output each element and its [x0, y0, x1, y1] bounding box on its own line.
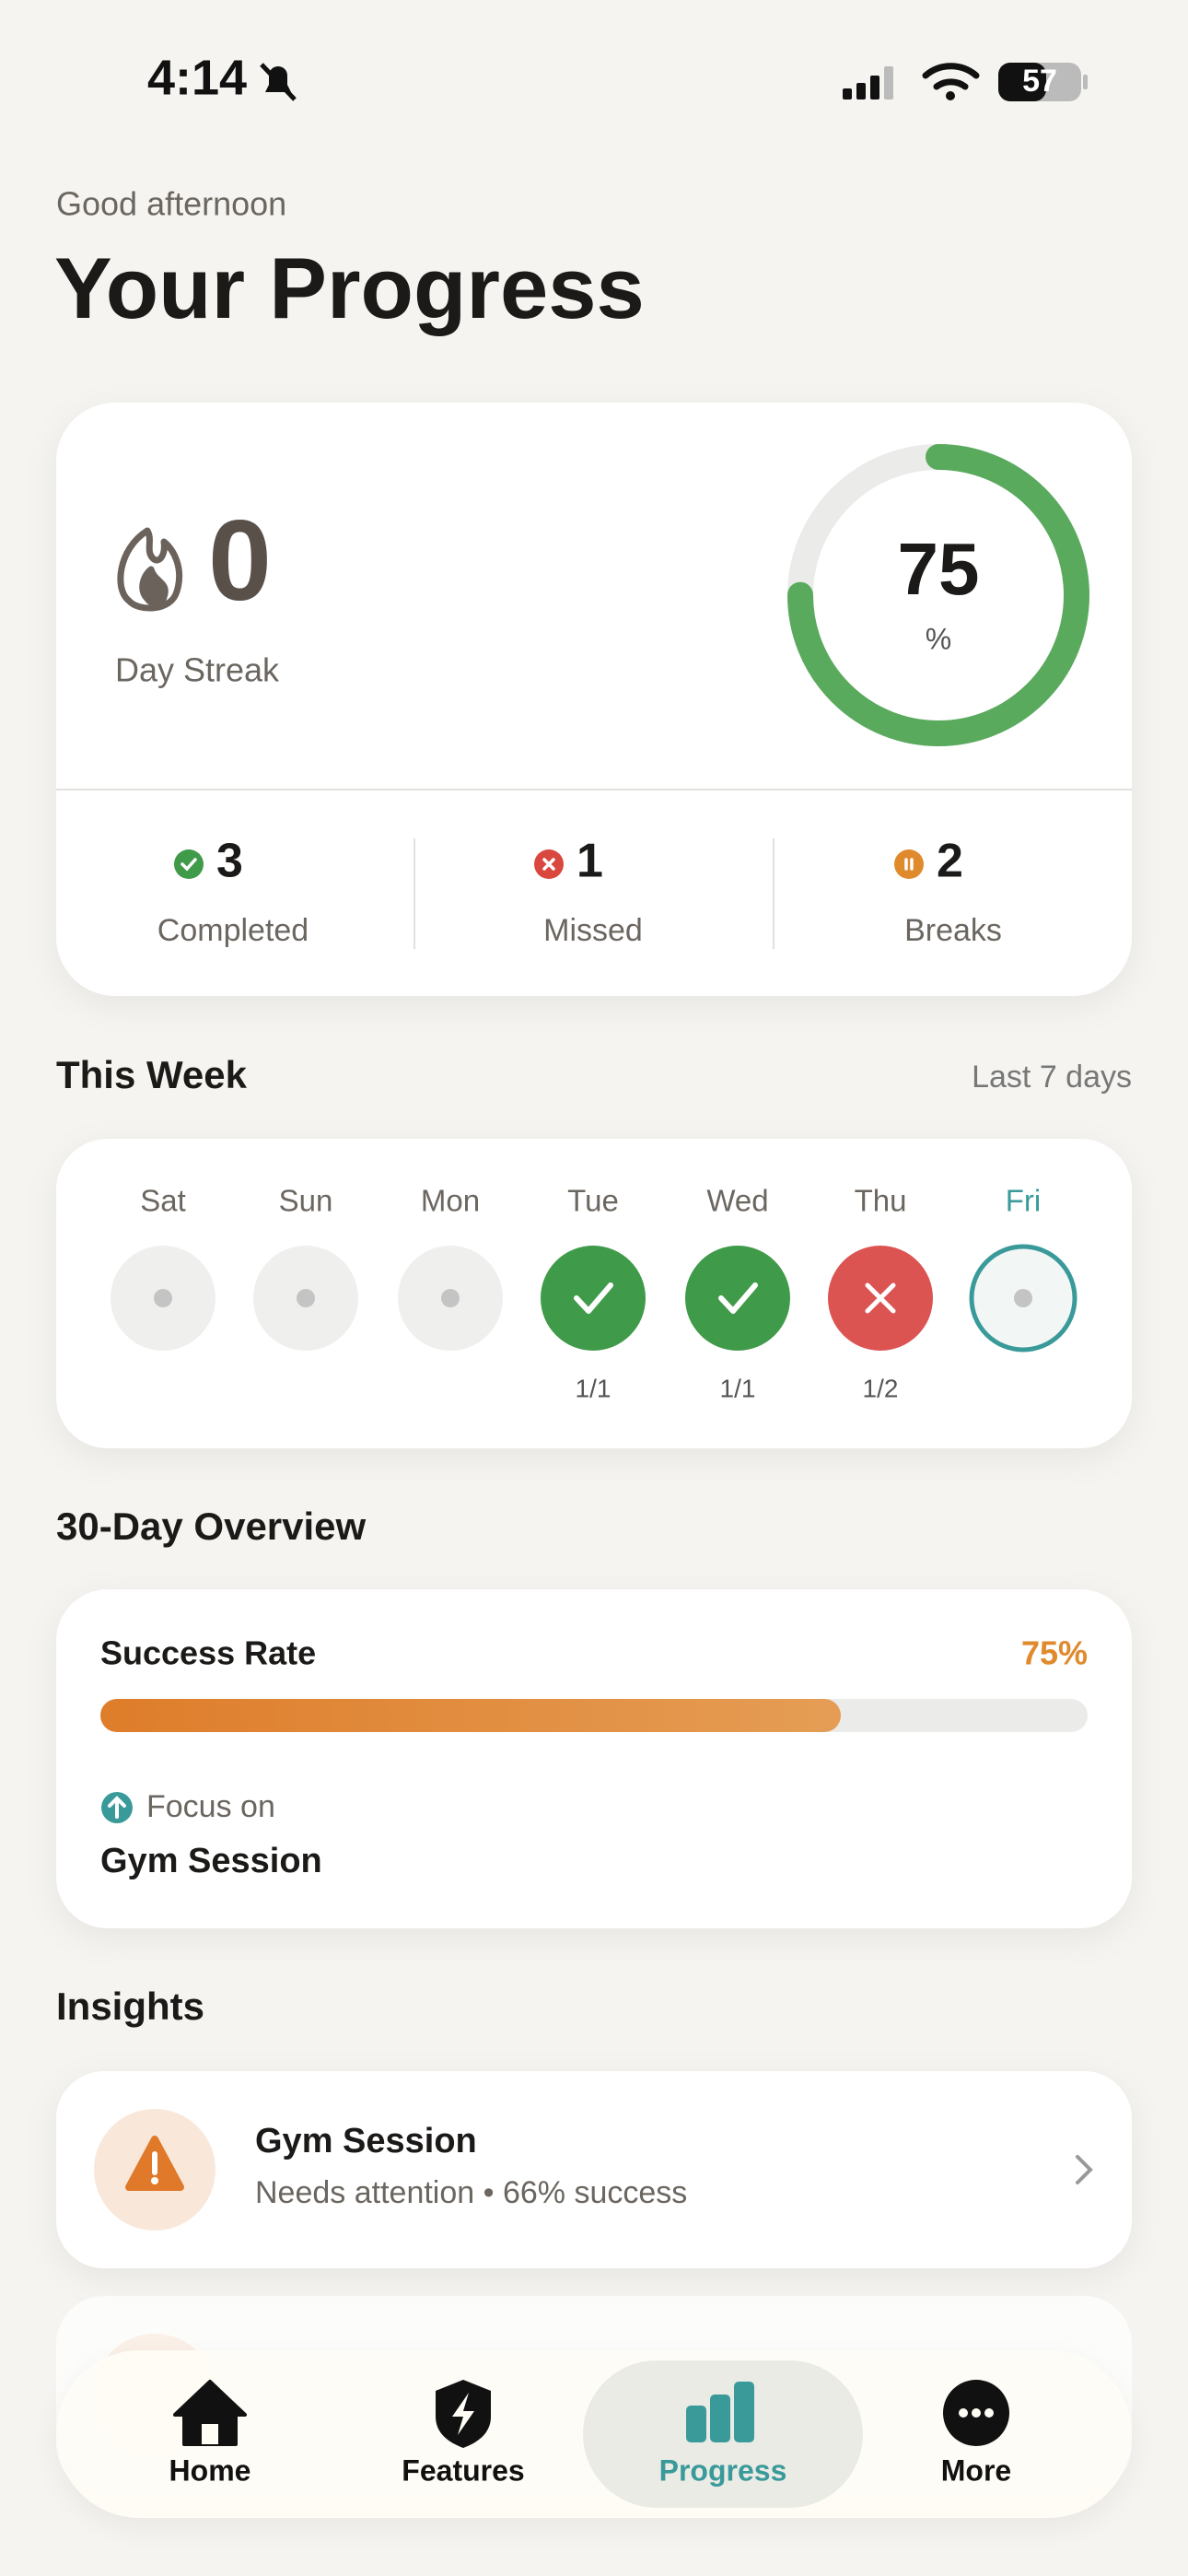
day-name: Tue [567, 1184, 619, 1218]
tab[interactable]: Home [169, 2380, 251, 2487]
bars-icon [686, 2406, 706, 2442]
chevron [1076, 2155, 1093, 2184]
day-done [541, 1246, 646, 1351]
streak-label: Day Streak [115, 651, 280, 689]
stat-glyph [904, 858, 914, 871]
stat-glyph [181, 858, 197, 872]
stat-value: 2 [937, 835, 963, 888]
home-icon [173, 2380, 247, 2446]
insight-title: Gym Session [255, 2122, 477, 2160]
day-dot [297, 1289, 315, 1307]
day-name: Wed [706, 1184, 768, 1218]
more-dot [972, 2408, 981, 2418]
week-range: Last 7 days [972, 1060, 1132, 1095]
stat-label: Missed [543, 913, 643, 948]
tab-label: Home [169, 2453, 251, 2487]
stat: 1 Missed [534, 835, 643, 948]
tab[interactable]: Features [402, 2380, 525, 2487]
home-door [202, 2424, 218, 2444]
cross [865, 1282, 896, 1314]
stat-icon [894, 849, 924, 879]
tab-label: More [941, 2453, 1011, 2487]
warning-dot [151, 2177, 158, 2184]
day[interactable]: Sun [253, 1184, 358, 1351]
section-title: This Week [56, 1053, 248, 1096]
stat: 3 Completed [157, 835, 309, 948]
day-count: 1/1 [576, 1374, 611, 1402]
battery-level [998, 63, 1046, 101]
bars-icon [710, 2395, 730, 2442]
progress-bar [100, 1699, 841, 1732]
more-dot [984, 2408, 994, 2418]
focus-item: Gym Session [100, 1842, 322, 1880]
day-name: Thu [855, 1184, 907, 1218]
day-name: Sat [140, 1184, 186, 1218]
tab-label: Features [402, 2453, 524, 2487]
stat-label: Completed [157, 913, 309, 948]
flame-icon [117, 527, 183, 612]
day-dot [1014, 1289, 1032, 1307]
day[interactable]: Thu 1/2 [828, 1184, 933, 1403]
focus-arrow [108, 1796, 126, 1819]
stat: 2 Breaks [894, 835, 1002, 948]
section-title: Insights [56, 1985, 204, 2028]
day-name: Sun [279, 1184, 333, 1218]
silent-icon [260, 63, 297, 101]
check [574, 1282, 613, 1314]
stat-icon [174, 849, 204, 879]
stat-value: 1 [577, 835, 603, 888]
insight-subtitle: Needs attention • 66% success [255, 2175, 687, 2210]
progress-ring [787, 444, 1089, 746]
battery-tip [1083, 75, 1088, 89]
status-time: 4:14 [147, 50, 247, 105]
day-count: 1/2 [863, 1374, 899, 1402]
signal-icon [843, 66, 893, 100]
day[interactable]: Fri [969, 1184, 1077, 1352]
section-title: 30-Day Overview [56, 1505, 367, 1548]
wifi-icon [922, 63, 980, 100]
stat-glyph [542, 858, 555, 871]
day-name: Mon [421, 1184, 480, 1218]
insight-card[interactable] [56, 2071, 1132, 2268]
greeting: Good afternoon [56, 185, 286, 223]
streak-card [56, 403, 1132, 996]
ring-value: 75 [898, 528, 980, 610]
more-dot [959, 2408, 968, 2418]
tab[interactable]: Progress [583, 2360, 863, 2508]
day-name: Fri [1006, 1184, 1041, 1218]
streak-value: 0 [208, 498, 272, 625]
page-title: Your Progress [54, 240, 645, 336]
battery-text: 57 [1022, 64, 1057, 99]
day[interactable]: Sat [111, 1184, 215, 1351]
ring-unit: % [926, 622, 951, 655]
overview-card [56, 1589, 1132, 1928]
day-dot [154, 1289, 172, 1307]
day-count: 1/1 [720, 1374, 756, 1402]
stat-label: Breaks [904, 913, 1002, 948]
check [718, 1282, 758, 1314]
day[interactable]: Wed 1/1 [685, 1184, 790, 1403]
bolt [452, 2393, 474, 2435]
focus-label: Focus on [146, 1789, 275, 1824]
day-dot [441, 1289, 460, 1307]
day[interactable]: Tue 1/1 [541, 1184, 646, 1403]
day-done [685, 1246, 790, 1351]
success-label: Success Rate [100, 1634, 316, 1672]
day[interactable]: Mon [398, 1184, 503, 1351]
stat-value: 3 [216, 835, 243, 888]
success-rate: 75% [1021, 1634, 1088, 1672]
tab[interactable]: More [941, 2380, 1011, 2487]
insight-item[interactable]: Gym Session Needs attention • 66% succes… [56, 2071, 1132, 2268]
bars-icon [734, 2382, 754, 2442]
tab-label: Progress [659, 2453, 787, 2487]
